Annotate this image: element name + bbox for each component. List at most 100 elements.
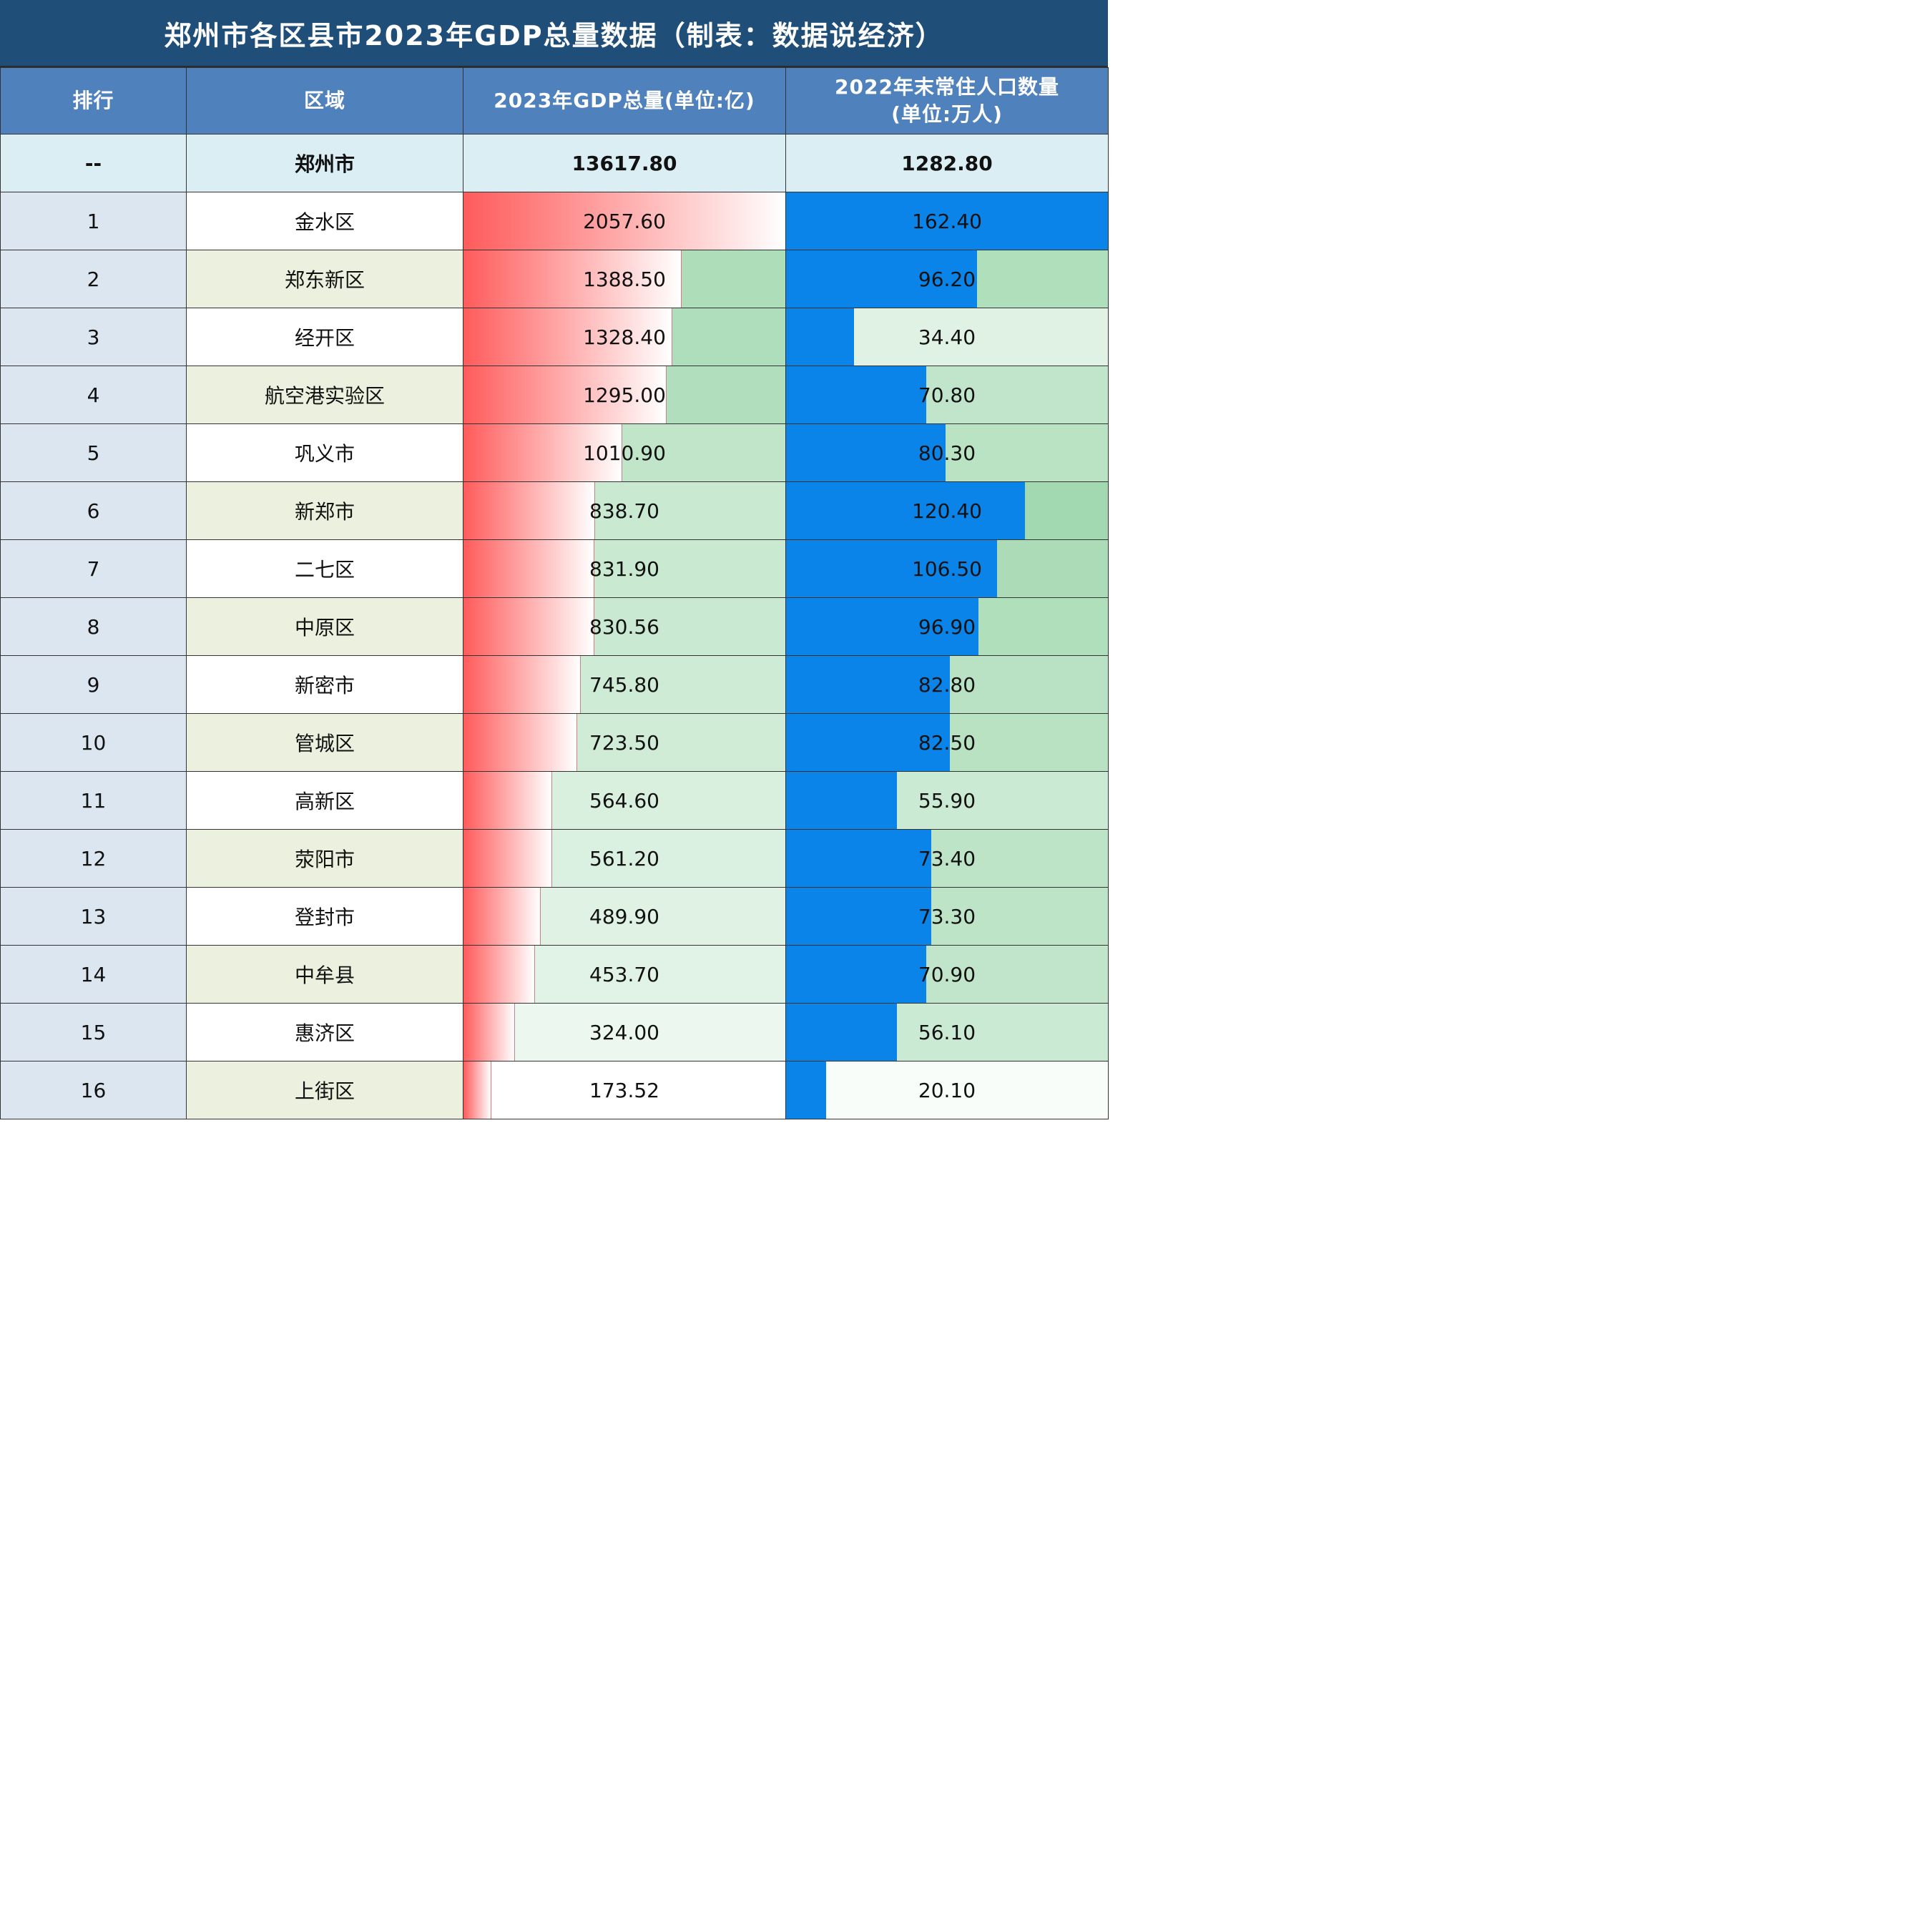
header-population-line2: (单位:万人) [891, 102, 1003, 126]
population-cell: 56.10 [785, 1003, 1109, 1061]
gdp-bar [463, 830, 552, 887]
population-bar [786, 250, 977, 308]
page: 郑州市各区县市2023年GDP总量数据（制表：数据说经济） 排行 区域 2023… [0, 0, 1109, 1122]
population-bar [786, 424, 946, 481]
population-cell: 96.20 [785, 250, 1109, 308]
population-cell: 70.80 [785, 366, 1109, 424]
gdp-bar [463, 656, 581, 713]
gdp-value: 564.60 [589, 788, 659, 813]
gdp-cell: 1010.90 [463, 423, 786, 482]
gdp-bar [463, 772, 553, 829]
rank-cell: 1 [0, 192, 187, 250]
gdp-bar [463, 540, 594, 597]
region-cell: 郑东新区 [186, 250, 463, 308]
gdp-value: 173.52 [589, 1078, 659, 1102]
gdp-cell: 1388.50 [463, 250, 786, 308]
population-value: 82.80 [918, 672, 976, 697]
table-row: 6 新郑市 838.70 120.40 [0, 481, 1109, 540]
gdp-cell: 2057.60 [463, 192, 786, 250]
population-bar [786, 830, 932, 887]
table-row: 9 新密市 745.80 82.80 [0, 655, 1109, 714]
table-row: 3 经开区 1328.40 34.40 [0, 308, 1109, 366]
table-row: 1 金水区 2057.60 162.40 [0, 192, 1109, 250]
region-cell: 中牟县 [186, 945, 463, 1004]
gdp-bar [463, 1004, 515, 1061]
population-value: 20.10 [918, 1078, 976, 1102]
rank-cell: 11 [0, 771, 187, 830]
population-bar [786, 598, 978, 655]
gdp-bar [463, 308, 672, 366]
gdp-cell: 561.20 [463, 829, 786, 888]
table-row: 15 惠济区 324.00 56.10 [0, 1003, 1109, 1061]
gdp-cell: 564.60 [463, 771, 786, 830]
population-bar [786, 308, 855, 366]
region-cell: 中原区 [186, 597, 463, 656]
gdp-cell: 453.70 [463, 945, 786, 1004]
population-value: 73.30 [918, 904, 976, 928]
gdp-cell: 831.90 [463, 539, 786, 598]
population-value: 34.40 [918, 325, 976, 349]
rank-cell: 12 [0, 829, 187, 888]
population-cell: 73.40 [785, 829, 1109, 888]
rank-cell: 16 [0, 1061, 187, 1119]
rank-cell: 14 [0, 945, 187, 1004]
population-bar [786, 540, 998, 597]
population-value: 80.30 [918, 441, 976, 465]
population-cell: 96.90 [785, 597, 1109, 656]
population-cell: 82.50 [785, 713, 1109, 772]
population-value: 82.50 [918, 730, 976, 755]
rank-cell: 5 [0, 423, 187, 482]
rank-cell: 7 [0, 539, 187, 598]
header-gdp: 2023年GDP总量(单位:亿) [463, 67, 786, 134]
population-value: 162.40 [912, 209, 982, 233]
rank-cell: 9 [0, 655, 187, 714]
population-cell: 106.50 [785, 539, 1109, 598]
gdp-value: 489.90 [589, 904, 659, 928]
population-value: 106.50 [912, 556, 982, 581]
population-value: 96.20 [918, 267, 976, 291]
population-cell: 55.90 [785, 771, 1109, 830]
gdp-table: 排行 区域 2023年GDP总量(单位:亿) 2022年末常住人口数量 (单位:… [0, 67, 1109, 1119]
table-row: 5 巩义市 1010.90 80.30 [0, 423, 1109, 482]
total-rank-cell: -- [0, 134, 187, 192]
population-value: 96.90 [918, 614, 976, 639]
gdp-bar [463, 192, 785, 250]
gdp-bar [463, 598, 594, 655]
region-cell: 高新区 [186, 771, 463, 830]
population-cell: 80.30 [785, 423, 1109, 482]
table-row: 11 高新区 564.60 55.90 [0, 771, 1109, 830]
table-row: 13 登封市 489.90 73.30 [0, 887, 1109, 946]
gdp-value: 2057.60 [583, 209, 666, 233]
table-row: 12 荥阳市 561.20 73.40 [0, 829, 1109, 888]
gdp-value: 324.00 [589, 1020, 659, 1044]
population-bar [786, 772, 897, 829]
gdp-value: 831.90 [589, 556, 659, 581]
population-bar [786, 1061, 826, 1119]
table-row: 16 上街区 173.52 20.10 [0, 1061, 1109, 1119]
population-bar [786, 888, 932, 945]
region-cell: 航空港实验区 [186, 366, 463, 424]
population-cell: 73.30 [785, 887, 1109, 946]
region-cell: 上街区 [186, 1061, 463, 1119]
gdp-value: 561.20 [589, 846, 659, 871]
gdp-bar [463, 946, 536, 1003]
population-value: 70.80 [918, 383, 976, 407]
table-row: 4 航空港实验区 1295.00 70.80 [0, 366, 1109, 424]
population-value: 55.90 [918, 788, 976, 813]
table-body: -- 郑州市 13617.80 1282.80 1 金水区 2057.60 162.4… [0, 134, 1109, 1119]
gdp-bar [463, 250, 682, 308]
population-cell: 34.40 [785, 308, 1109, 366]
population-value: 73.40 [918, 846, 976, 871]
gdp-cell: 173.52 [463, 1061, 786, 1119]
gdp-cell: 324.00 [463, 1003, 786, 1061]
header-row: 排行 区域 2023年GDP总量(单位:亿) 2022年末常住人口数量 (单位:… [0, 67, 1109, 134]
region-cell: 惠济区 [186, 1003, 463, 1061]
header-population: 2022年末常住人口数量 (单位:万人) [785, 67, 1109, 134]
table-row: 8 中原区 830.56 96.90 [0, 597, 1109, 656]
total-population-cell: 1282.80 [785, 134, 1109, 192]
region-cell: 巩义市 [186, 423, 463, 482]
population-bar [786, 1004, 898, 1061]
gdp-cell: 723.50 [463, 713, 786, 772]
header-rank: 排行 [0, 67, 187, 134]
total-row: -- 郑州市 13617.80 1282.80 [0, 134, 1109, 192]
